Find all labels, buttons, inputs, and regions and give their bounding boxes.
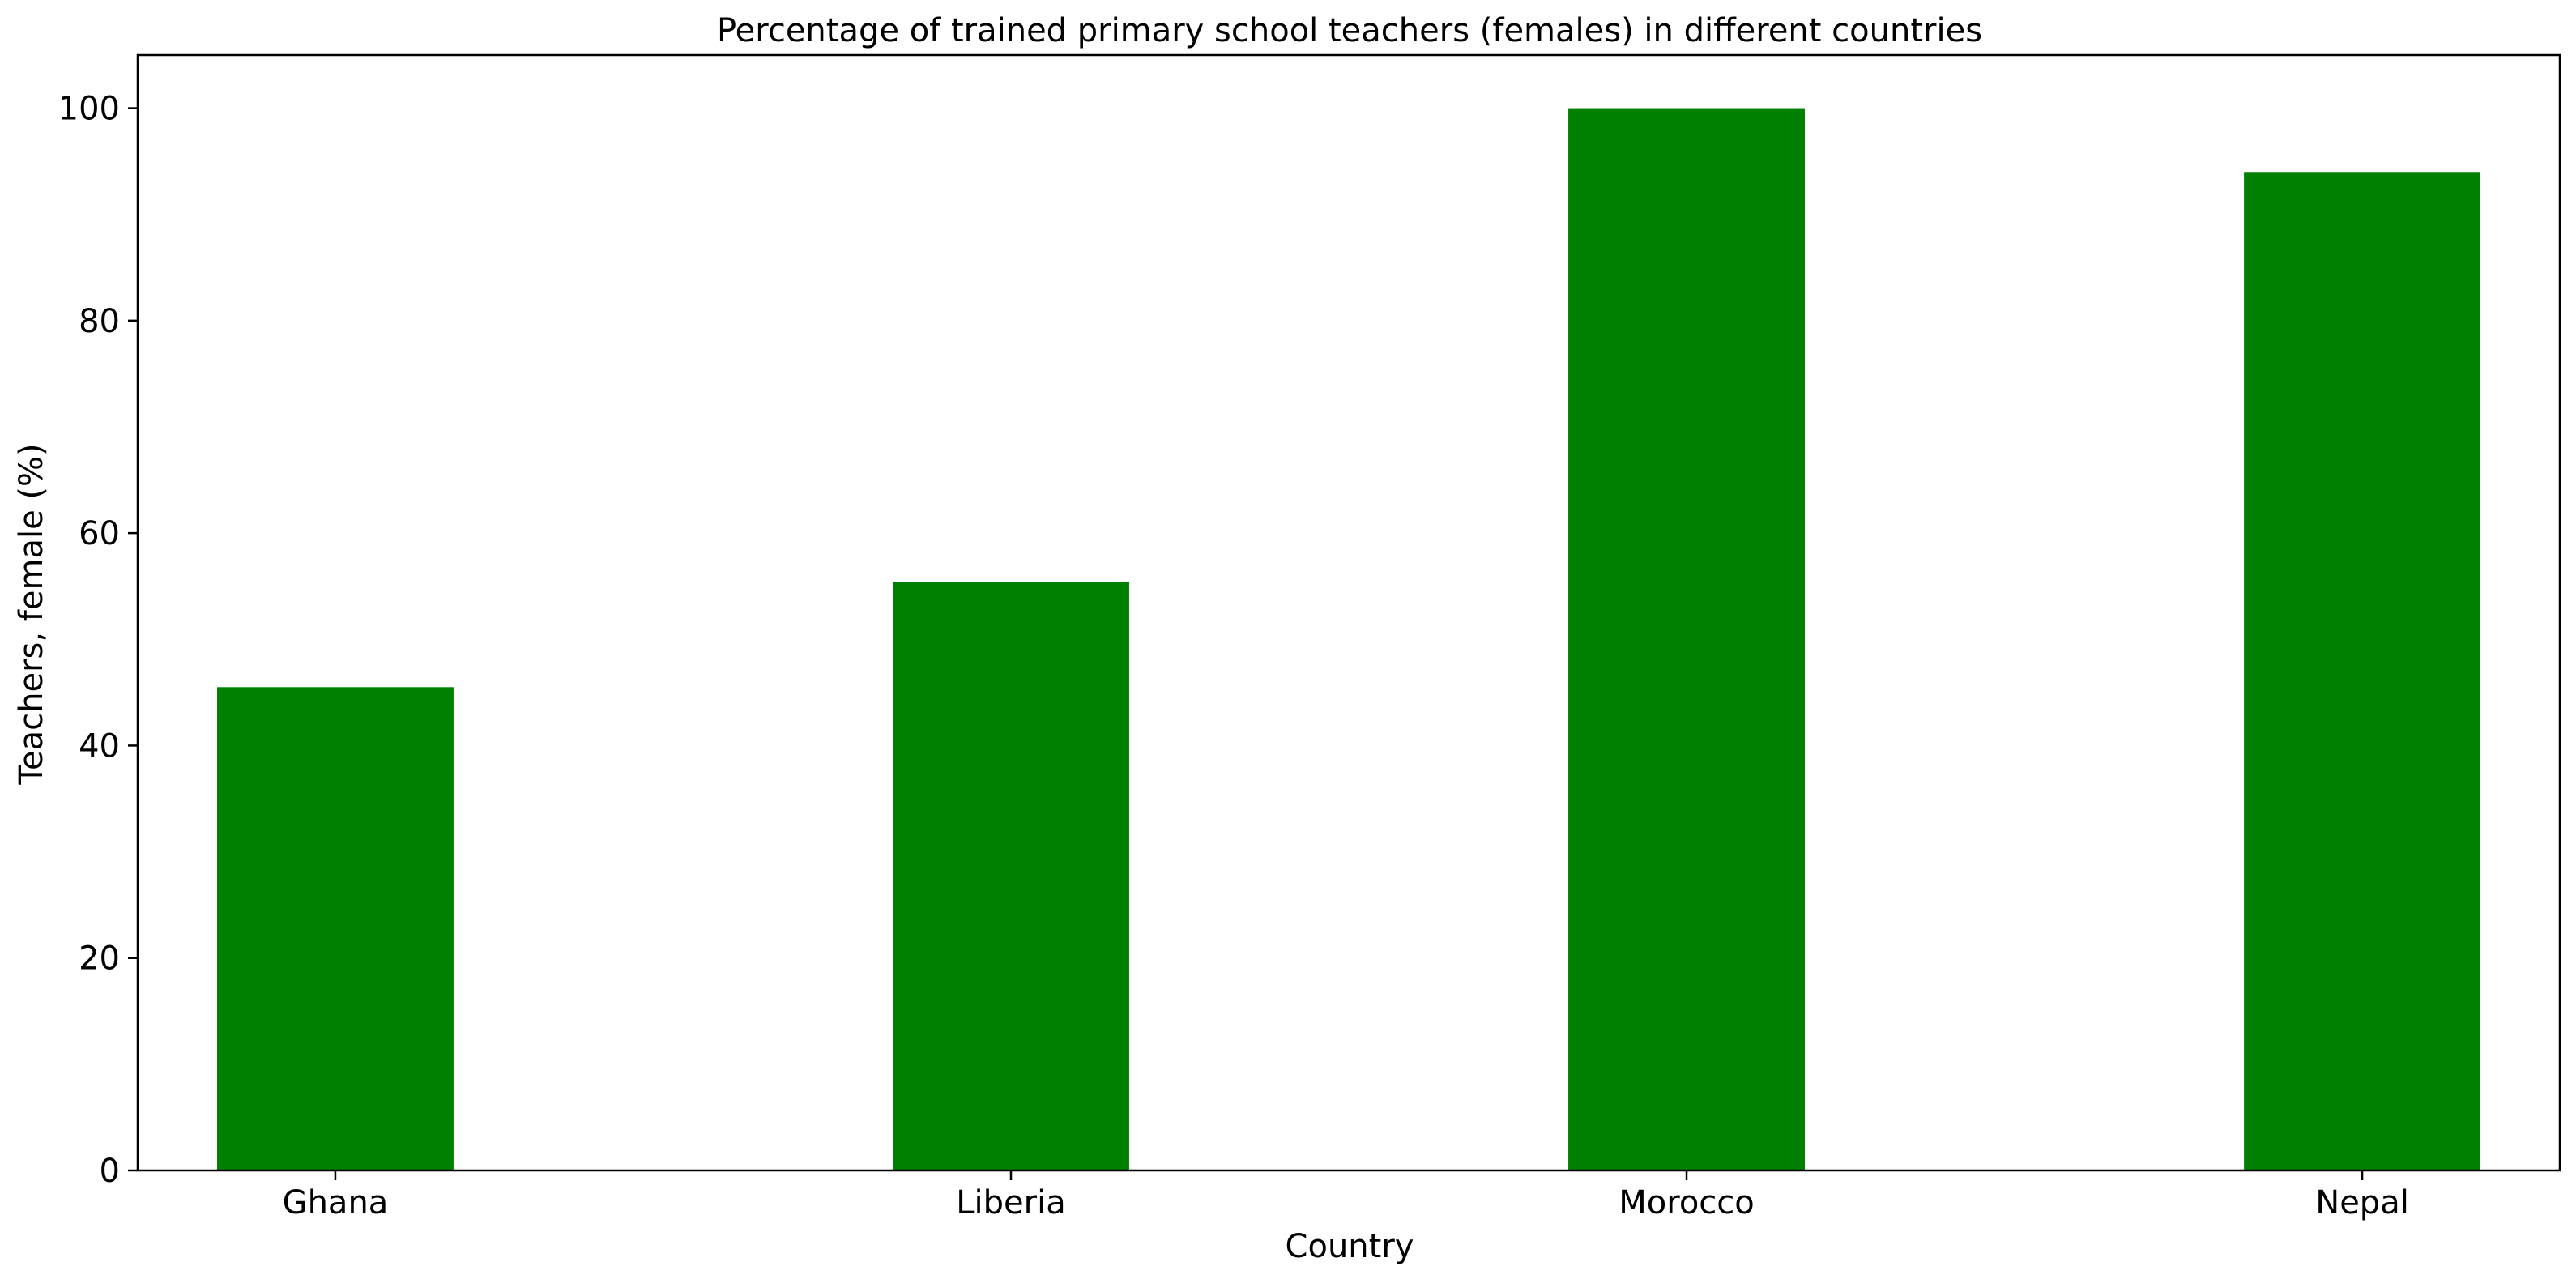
y-tick-label: 80 <box>79 303 120 340</box>
x-tick-label-liberia: Liberia <box>956 1184 1065 1221</box>
bar-ghana <box>216 687 454 1170</box>
bars-group <box>216 108 2481 1171</box>
bar-nepal <box>2244 172 2481 1171</box>
x-tick-label-morocco: Morocco <box>1619 1184 1754 1221</box>
y-tick-label: 0 <box>100 1153 120 1190</box>
plot-area-frame <box>136 53 2561 1172</box>
chart-title: Percentage of trained primary school tea… <box>717 12 1982 49</box>
x-axis: Ghana Liberia Morocco Nepal <box>283 1170 2409 1221</box>
y-tick-label: 100 <box>58 91 120 128</box>
bar-liberia <box>893 582 1129 1170</box>
bar-morocco <box>1568 108 1805 1171</box>
y-axis: 0 20 40 60 80 100 <box>58 91 138 1190</box>
x-axis-title: Country <box>1286 1228 1414 1265</box>
y-tick-label: 40 <box>79 727 120 765</box>
y-tick-label: 60 <box>79 515 120 552</box>
y-tick-label: 20 <box>79 940 120 978</box>
x-tick-label-ghana: Ghana <box>283 1184 389 1221</box>
x-tick-label-nepal: Nepal <box>2315 1184 2409 1221</box>
y-axis-title: Teachers, female (%) <box>13 443 50 785</box>
